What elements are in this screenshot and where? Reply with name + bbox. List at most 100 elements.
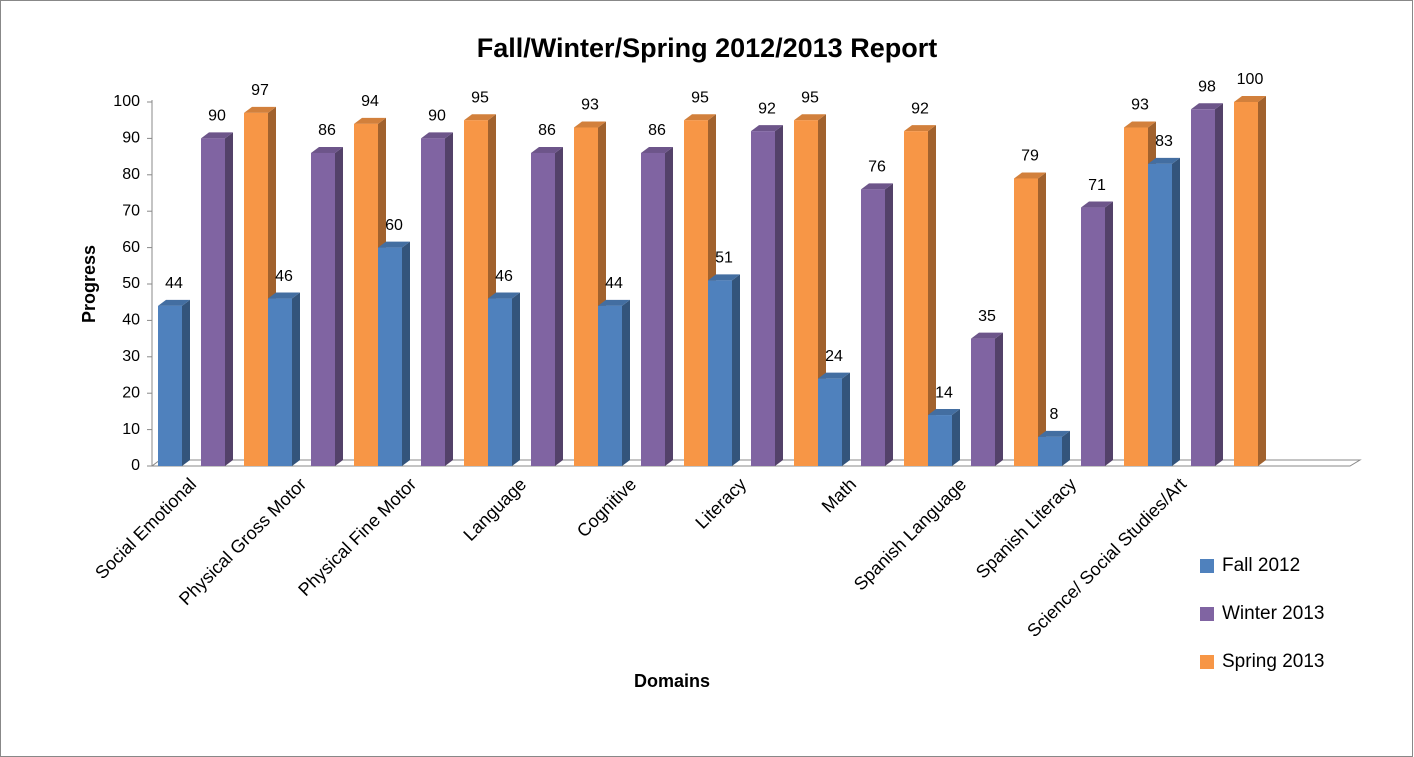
bar-top — [244, 106, 276, 113]
bar — [531, 146, 563, 466]
bar — [311, 146, 343, 466]
bar-front — [421, 138, 445, 466]
data-label: 93 — [581, 97, 599, 114]
bar — [971, 332, 1003, 466]
y-tick-label: 80 — [122, 166, 140, 183]
bar-front — [928, 415, 952, 466]
bar — [1234, 96, 1266, 466]
bar-front — [971, 338, 995, 466]
bar-top — [574, 121, 606, 128]
y-tick-label: 100 — [113, 93, 140, 110]
bar-front — [1081, 207, 1105, 466]
chart-title: Fall/Winter/Spring 2012/2013 Report — [477, 33, 937, 63]
bar — [861, 183, 893, 467]
bar — [488, 292, 520, 466]
bar-top — [598, 299, 630, 306]
y-tick-label: 90 — [122, 130, 140, 147]
bar-side — [1215, 103, 1223, 466]
bar-front — [794, 120, 818, 466]
bar-side — [952, 409, 960, 466]
data-label: 95 — [471, 89, 489, 106]
x-axis-title: Domains — [634, 671, 710, 691]
bar-side — [622, 299, 630, 466]
bar-top — [1148, 157, 1180, 164]
data-label: 98 — [1198, 78, 1216, 95]
bar-front — [311, 152, 335, 466]
bar-side — [182, 299, 190, 466]
bar-side — [732, 274, 740, 466]
bar-top — [354, 117, 386, 124]
bar-front — [464, 120, 488, 466]
data-label: 44 — [605, 275, 623, 292]
y-axis-title: Progress — [79, 245, 99, 323]
bar-side — [1038, 172, 1046, 466]
bar-side — [928, 125, 936, 467]
data-label: 90 — [208, 108, 226, 125]
bar-top — [641, 146, 673, 153]
bar-side — [335, 146, 343, 466]
bar — [928, 409, 960, 466]
bar-top — [818, 372, 850, 379]
legend-swatch — [1200, 655, 1214, 669]
data-label: 79 — [1021, 148, 1039, 165]
bar-side — [665, 146, 673, 466]
bar-top — [708, 274, 740, 281]
data-label: 97 — [251, 82, 269, 99]
bar-front — [1191, 109, 1215, 466]
bar-side — [225, 132, 233, 466]
bar — [1148, 157, 1180, 466]
bar — [598, 299, 630, 466]
bar-side — [445, 132, 453, 466]
bar-front — [354, 123, 378, 466]
bar-side — [555, 146, 563, 466]
bar-top — [1234, 96, 1266, 102]
data-label: 95 — [801, 89, 819, 106]
bar-side — [402, 241, 410, 466]
bar-top — [531, 146, 563, 153]
bar-top — [464, 114, 496, 121]
bar-side — [885, 183, 893, 467]
data-label: 94 — [361, 93, 379, 110]
bar-front — [708, 280, 732, 466]
bar-top — [928, 409, 960, 416]
bar-top — [488, 292, 520, 299]
bar-top — [794, 114, 826, 121]
bar-front — [201, 138, 225, 466]
data-label: 86 — [318, 122, 336, 139]
data-label: 46 — [275, 268, 293, 285]
bar-top — [904, 125, 936, 132]
bar-side — [1105, 201, 1113, 466]
bar-side — [1062, 430, 1070, 466]
bar — [1014, 172, 1046, 466]
data-label: 8 — [1050, 406, 1059, 423]
data-label: 14 — [935, 384, 953, 401]
bar-top — [378, 241, 410, 248]
bar-top — [751, 125, 783, 132]
bar-top — [201, 132, 233, 139]
data-label: 60 — [385, 217, 403, 234]
bar — [158, 299, 190, 466]
y-tick-label: 0 — [131, 457, 140, 474]
bar-front — [268, 298, 292, 466]
data-label: 100 — [1237, 71, 1264, 88]
data-label: 51 — [715, 250, 733, 267]
data-label: 46 — [495, 268, 513, 285]
bar-top — [421, 132, 453, 139]
bar-top — [268, 292, 300, 299]
bar — [421, 132, 453, 466]
bar-front — [818, 378, 842, 466]
bar-top — [158, 299, 190, 306]
bar — [1038, 430, 1070, 466]
bar — [641, 146, 673, 466]
bar-front — [1014, 178, 1038, 466]
bar-top — [861, 183, 893, 190]
bar-front — [641, 152, 665, 466]
bar-side — [995, 332, 1003, 466]
legend-label: Fall 2012 — [1222, 555, 1300, 576]
bar-side — [1172, 157, 1180, 466]
y-tick-label: 20 — [122, 384, 140, 401]
bar-front — [1234, 102, 1258, 466]
data-label: 24 — [825, 348, 843, 365]
bar-top — [1038, 430, 1070, 437]
